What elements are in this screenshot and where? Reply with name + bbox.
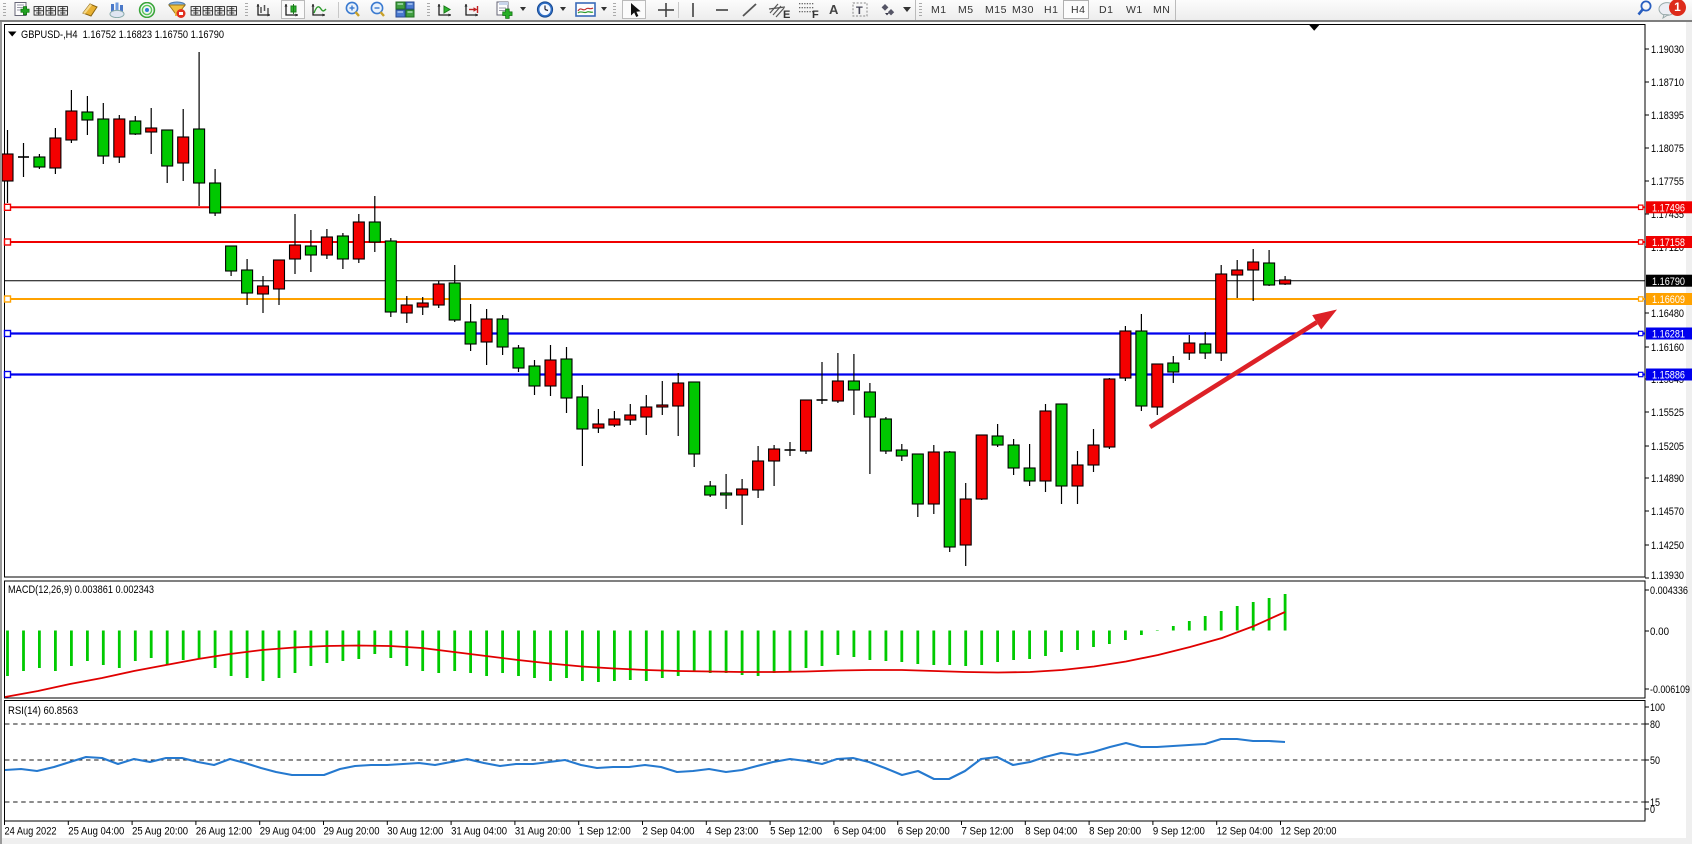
svg-text:12 Sep 20:00: 12 Sep 20:00 bbox=[1281, 826, 1337, 838]
svg-text:50: 50 bbox=[1650, 755, 1660, 767]
svg-text:E: E bbox=[783, 9, 790, 19]
svg-text:1.14570: 1.14570 bbox=[1651, 506, 1684, 518]
svg-text:29 Aug 04:00: 29 Aug 04:00 bbox=[260, 826, 316, 838]
svg-text:1.16160: 1.16160 bbox=[1651, 342, 1684, 354]
svg-text:1.18075: 1.18075 bbox=[1651, 143, 1684, 155]
svg-text:2 Sep 04:00: 2 Sep 04:00 bbox=[643, 826, 695, 838]
svg-text:1.17158: 1.17158 bbox=[1652, 237, 1685, 249]
svg-text:1.16609: 1.16609 bbox=[1652, 294, 1685, 306]
svg-text:0: 0 bbox=[1650, 804, 1655, 816]
svg-text:1.14890: 1.14890 bbox=[1651, 473, 1684, 485]
svg-text:1.18710: 1.18710 bbox=[1651, 77, 1684, 89]
svg-text:6 Sep 04:00: 6 Sep 04:00 bbox=[834, 826, 886, 838]
svg-text:1.17496: 1.17496 bbox=[1652, 203, 1685, 215]
svg-text:1.15886: 1.15886 bbox=[1652, 370, 1685, 382]
svg-text:4 Sep 23:00: 4 Sep 23:00 bbox=[706, 826, 758, 838]
svg-text:1.19030: 1.19030 bbox=[1651, 44, 1684, 56]
svg-text:1.15205: 1.15205 bbox=[1651, 441, 1684, 453]
svg-text:80: 80 bbox=[1650, 719, 1660, 731]
svg-text:F: F bbox=[812, 9, 819, 19]
svg-text:8 Sep 04:00: 8 Sep 04:00 bbox=[1025, 826, 1077, 838]
svg-text:1.16281: 1.16281 bbox=[1652, 329, 1685, 341]
svg-text:1.16480: 1.16480 bbox=[1651, 308, 1684, 320]
svg-text:15: 15 bbox=[1650, 797, 1660, 809]
svg-text:9 Sep 12:00: 9 Sep 12:00 bbox=[1153, 826, 1205, 838]
svg-text:1.16790: 1.16790 bbox=[1652, 276, 1685, 288]
svg-text:1.17755: 1.17755 bbox=[1651, 176, 1684, 188]
svg-text:30 Aug 12:00: 30 Aug 12:00 bbox=[387, 826, 443, 838]
svg-text:7 Sep 12:00: 7 Sep 12:00 bbox=[962, 826, 1014, 838]
svg-text:6 Sep 20:00: 6 Sep 20:00 bbox=[898, 826, 950, 838]
svg-text:1.15525: 1.15525 bbox=[1651, 407, 1684, 419]
svg-text:24 Aug 2022: 24 Aug 2022 bbox=[5, 826, 57, 838]
svg-text:25 Aug 20:00: 25 Aug 20:00 bbox=[132, 826, 188, 838]
svg-text:MACD(12,26,9) 0.003861 0.00234: MACD(12,26,9) 0.003861 0.002343 bbox=[8, 584, 154, 596]
svg-text:26 Aug 12:00: 26 Aug 12:00 bbox=[196, 826, 252, 838]
svg-text:-0.006109: -0.006109 bbox=[1650, 684, 1690, 696]
svg-text:25 Aug 04:00: 25 Aug 04:00 bbox=[68, 826, 124, 838]
svg-text:100: 100 bbox=[1650, 702, 1665, 714]
svg-text:RSI(14) 60.8563: RSI(14) 60.8563 bbox=[8, 705, 78, 717]
svg-text:1 Sep 12:00: 1 Sep 12:00 bbox=[579, 826, 631, 838]
svg-text:GBPUSD-,H4 1.16752 1.16823 1.: GBPUSD-,H4 1.16752 1.16823 1.16750 1.167… bbox=[21, 29, 224, 41]
svg-text:1.13930: 1.13930 bbox=[1651, 570, 1684, 582]
svg-text:31 Aug 20:00: 31 Aug 20:00 bbox=[515, 826, 571, 838]
svg-text:29 Aug 20:00: 29 Aug 20:00 bbox=[324, 826, 380, 838]
svg-text:8 Sep 20:00: 8 Sep 20:00 bbox=[1089, 826, 1141, 838]
svg-text:31 Aug 04:00: 31 Aug 04:00 bbox=[451, 826, 507, 838]
svg-text:12 Sep 04:00: 12 Sep 04:00 bbox=[1217, 826, 1273, 838]
svg-text:0.00: 0.00 bbox=[1650, 626, 1669, 638]
svg-text:T: T bbox=[856, 5, 863, 17]
svg-text:1.14250: 1.14250 bbox=[1651, 540, 1684, 552]
svg-text:5 Sep 12:00: 5 Sep 12:00 bbox=[770, 826, 822, 838]
svg-text:1.18395: 1.18395 bbox=[1651, 110, 1684, 122]
svg-text:0.004336: 0.004336 bbox=[1650, 585, 1688, 597]
